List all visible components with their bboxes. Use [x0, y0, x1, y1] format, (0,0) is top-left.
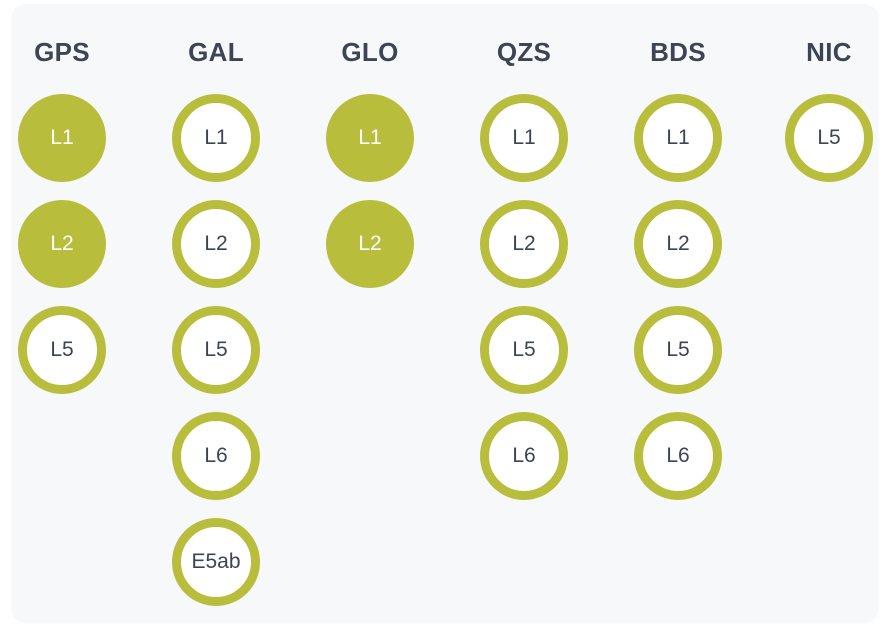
- band-label: L6: [666, 444, 690, 467]
- band-toggle-glo-l2[interactable]: L2: [326, 200, 414, 288]
- band-toggle-bds-l2[interactable]: L2: [634, 200, 722, 288]
- signal-band-panel: GPS L1 L2 L5 GAL L1 L2 L5 L6 E5ab GLO L1 L2 QZS L1 L2 L5…: [12, 4, 878, 622]
- band-toggle-gal-l6[interactable]: L6: [172, 412, 260, 500]
- band-label: L1: [50, 126, 74, 149]
- band-label: L5: [817, 126, 841, 149]
- band-toggle-gps-l2[interactable]: L2: [18, 200, 106, 288]
- constellation-heading-gal: GAL: [188, 37, 244, 67]
- constellation-heading-qzs: QZS: [496, 37, 552, 67]
- band-toggle-nic-l5[interactable]: L5: [785, 94, 873, 182]
- band-toggle-qzs-l1[interactable]: L1: [480, 94, 568, 182]
- band-toggle-qzs-l5[interactable]: L5: [480, 306, 568, 394]
- band-label: L2: [358, 232, 382, 255]
- constellation-heading-bds: BDS: [650, 37, 706, 67]
- band-label: L5: [512, 338, 536, 361]
- band-label: L5: [204, 338, 228, 361]
- band-label: L5: [666, 338, 690, 361]
- constellation-heading-glo: GLO: [341, 37, 399, 67]
- band-label: L6: [204, 444, 228, 467]
- band-toggle-gps-l5[interactable]: L5: [18, 306, 106, 394]
- band-label: L2: [204, 232, 228, 255]
- band-toggle-bds-l1[interactable]: L1: [634, 94, 722, 182]
- band-label: L1: [666, 126, 690, 149]
- band-toggle-bds-l6[interactable]: L6: [634, 412, 722, 500]
- band-toggle-qzs-l6[interactable]: L6: [480, 412, 568, 500]
- band-label: L1: [358, 126, 382, 149]
- band-toggle-bds-l5[interactable]: L5: [634, 306, 722, 394]
- band-label: L1: [204, 126, 228, 149]
- band-toggle-gal-l5[interactable]: L5: [172, 306, 260, 394]
- band-toggle-gal-l1[interactable]: L1: [172, 94, 260, 182]
- constellation-heading-gps: GPS: [34, 37, 90, 67]
- band-toggle-glo-l1[interactable]: L1: [326, 94, 414, 182]
- band-label: L5: [50, 338, 74, 361]
- band-label: L2: [50, 232, 74, 255]
- band-toggle-gal-e5ab[interactable]: E5ab: [172, 518, 260, 606]
- band-label: E5ab: [191, 550, 241, 573]
- band-toggle-gps-l1[interactable]: L1: [18, 94, 106, 182]
- constellation-heading-nic: NIC: [806, 37, 852, 67]
- band-toggle-gal-l2[interactable]: L2: [172, 200, 260, 288]
- band-label: L2: [512, 232, 536, 255]
- band-label: L6: [512, 444, 536, 467]
- band-toggle-qzs-l2[interactable]: L2: [480, 200, 568, 288]
- band-label: L1: [512, 126, 536, 149]
- band-label: L2: [666, 232, 690, 255]
